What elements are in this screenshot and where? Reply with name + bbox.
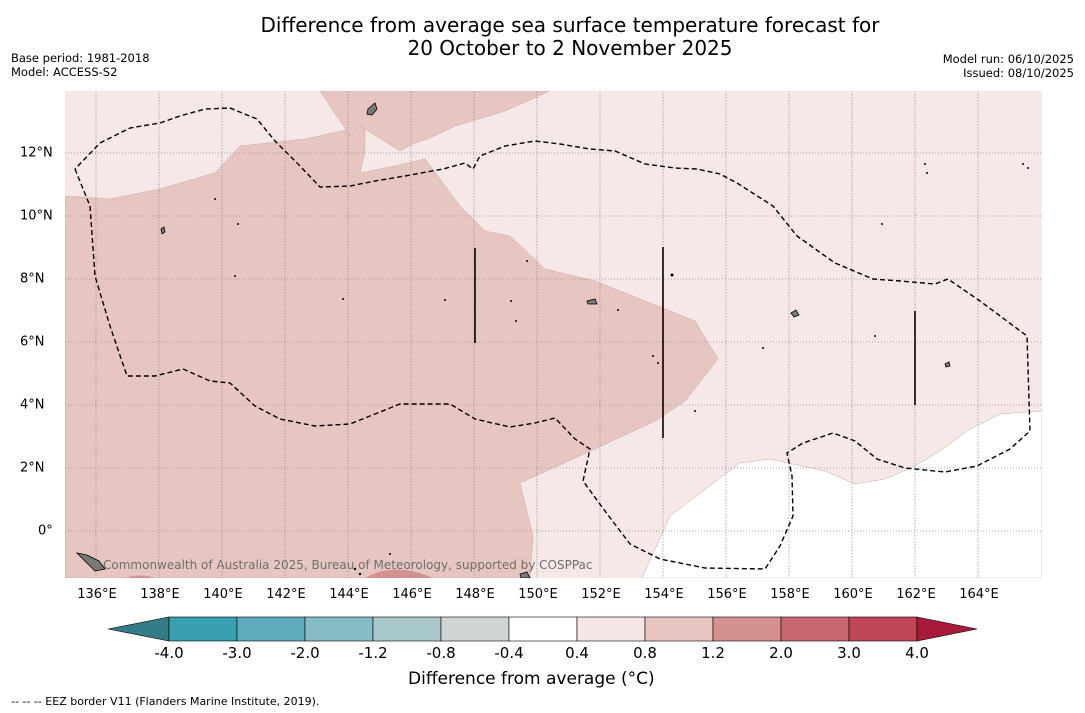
lat-tick: 4°N [20,397,45,413]
lat-tick: 0° [38,523,53,539]
deep-pink-blob-2 [125,575,155,578]
lon-tick: 152°E [581,587,621,602]
colorbar-segment [508,616,578,642]
lon-tick: 158°E [770,587,810,602]
chart-title: Difference from average sea surface temp… [0,14,1085,60]
colorbar-label: 0.4 [565,644,589,662]
lon-tick: 164°E [959,587,999,602]
colorbar-over-arrow [916,616,978,642]
colorbar-segment [780,616,850,642]
colorbar-label: 2.0 [769,644,793,662]
island [75,552,106,572]
colorbar-under-arrow [108,616,170,642]
meta-right: Model run: 06/10/2025 Issued: 08/10/2025 [943,52,1074,80]
islands [75,102,951,578]
colorbar-label: 4.0 [905,644,929,662]
island [944,361,951,368]
lon-grid [95,91,979,578]
colorbar-segment [304,616,374,642]
lon-tick: 154°E [644,587,684,602]
white-region [641,410,1042,578]
eez-footnote: -- -- -- EEZ border V11 (Flanders Marine… [11,695,320,708]
colorbar-segment [712,616,782,642]
island [586,298,598,305]
colorbar [108,616,978,642]
colorbar-label: 3.0 [837,644,861,662]
lon-tick: 138°E [140,587,180,602]
small-islands [214,163,1029,576]
colorbar-segment [848,616,918,642]
mid-pink-region [65,125,719,578]
colorbar-label: -0.8 [426,644,456,662]
mid-pink-region-north [319,91,551,152]
map-credit: Commonwealth of Australia 2025, Bureau o… [103,558,593,572]
colorbar-label: -4.0 [154,644,184,662]
model-run: Model run: 06/10/2025 [942,52,1074,66]
island [366,102,378,116]
colorbar-segment [576,616,646,642]
lon-tick: 136°E [77,587,117,602]
lon-tick: 156°E [707,587,747,602]
title-line-1: Difference from average sea surface temp… [260,13,880,37]
meta-left: Base period: 1981-2018 Model: ACCESS-S2 [11,51,150,79]
lat-tick: 6°N [20,334,45,350]
lat-tick: 12°N [20,145,53,161]
eez-border-west [74,107,1031,570]
colorbar-label: -2.0 [290,644,320,662]
island [519,571,531,578]
colorbar-label: -1.2 [358,644,388,662]
lon-tick: 144°E [329,587,369,602]
title-line-2: 20 October to 2 November 2025 [407,36,733,60]
lat-tick: 10°N [20,208,53,224]
lat-grid [65,152,1042,532]
colorbar-segment [168,616,238,642]
colorbar-segments [108,616,978,642]
issued-date: Issued: 08/10/2025 [963,66,1074,80]
lon-tick: 162°E [896,587,936,602]
colorbar-title: Difference from average (°C) [408,669,655,689]
colorbar-label: 1.2 [701,644,725,662]
lat-tick: 2°N [20,460,45,476]
lon-tick: 146°E [392,587,432,602]
deep-pink-blob [365,569,433,578]
colorbar-segment [644,616,714,642]
lon-tick: 160°E [833,587,873,602]
eez-segment-lines [474,247,916,438]
colorbar-label: -3.0 [222,644,252,662]
colorbar-label: 0.8 [633,644,657,662]
model-name: Model: ACCESS-S2 [11,65,118,79]
base-period: Base period: 1981-2018 [11,51,150,65]
colorbar-segment [440,616,510,642]
lon-tick: 140°E [203,587,243,602]
lon-tick: 150°E [518,587,558,602]
colorbar-label: -0.4 [494,644,524,662]
island [790,309,800,318]
sst-anomaly-map [65,91,1042,578]
lon-tick: 142°E [266,587,306,602]
island [160,226,166,235]
colorbar-segment [372,616,442,642]
lon-tick: 148°E [455,587,495,602]
lat-tick: 8°N [20,271,45,287]
colorbar-segment [236,616,306,642]
